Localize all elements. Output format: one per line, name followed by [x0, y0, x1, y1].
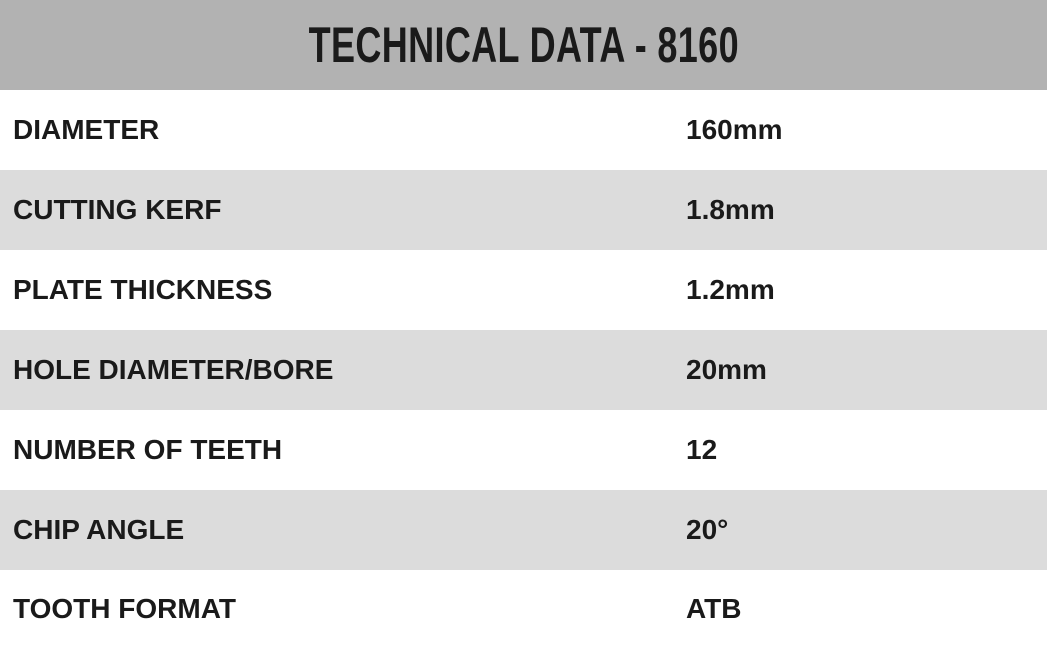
table-header: TECHNICAL DATA - 8160 — [0, 0, 1047, 90]
page-title: TECHNICAL DATA - 8160 — [308, 17, 739, 73]
row-value: 20mm — [686, 354, 767, 385]
row-label: HOLE DIAMETER/BORE — [13, 354, 334, 385]
table-row: PLATE THICKNESS 1.2mm — [0, 250, 1047, 330]
table-row: NUMBER OF TEETH 12 — [0, 410, 1047, 490]
row-label: DIAMETER — [13, 114, 160, 145]
table-row: DIAMETER 160mm — [0, 90, 1047, 170]
row-value: ATB — [686, 593, 742, 624]
spec-table: DIAMETER 160mm CUTTING KERF 1.8mm PLATE … — [0, 90, 1047, 648]
row-label: CUTTING KERF — [13, 194, 222, 225]
row-label: NUMBER OF TEETH — [13, 434, 283, 465]
row-value: 12 — [686, 434, 718, 465]
row-value: 1.2mm — [686, 274, 775, 305]
table-row: CHIP ANGLE 20° — [0, 490, 1047, 570]
row-label: PLATE THICKNESS — [13, 274, 273, 305]
table-row: TOOTH FORMAT ATB — [0, 570, 1047, 648]
row-label: TOOTH FORMAT — [13, 593, 236, 624]
row-label: CHIP ANGLE — [13, 514, 185, 545]
row-value: 1.8mm — [686, 194, 775, 225]
row-value: 160mm — [686, 114, 783, 145]
table-row: HOLE DIAMETER/BORE 20mm — [0, 330, 1047, 410]
row-value: 20° — [686, 514, 729, 545]
table-row: CUTTING KERF 1.8mm — [0, 170, 1047, 250]
